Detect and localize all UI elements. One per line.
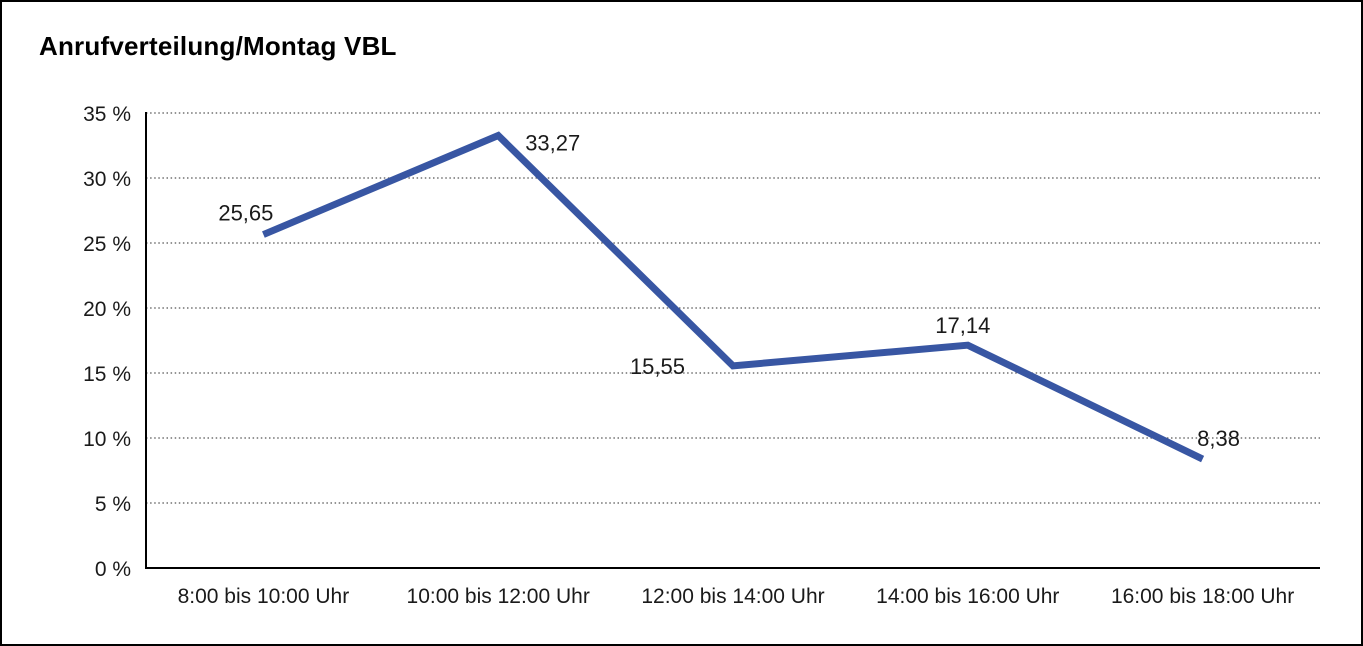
data-label-1: 33,27 xyxy=(525,130,580,155)
x-tick-label-1: 10:00 bis 12:00 Uhr xyxy=(407,585,590,608)
x-tick-label-0: 8:00 bis 10:00 Uhr xyxy=(178,585,350,608)
data-label-0: 25,65 xyxy=(218,201,273,226)
data-label-4: 8,38 xyxy=(1197,426,1240,451)
y-tick-label-35: 35 % xyxy=(83,103,131,126)
y-tick-label-10: 10 % xyxy=(83,428,131,451)
x-tick-label-3: 14:00 bis 16:00 Uhr xyxy=(876,585,1059,608)
data-label-2: 15,55 xyxy=(630,354,685,379)
y-tick-label-25: 25 % xyxy=(83,233,131,256)
y-tick-label-5: 5 % xyxy=(95,493,131,516)
x-tick-label-2: 12:00 bis 14:00 Uhr xyxy=(641,585,824,608)
y-tick-label-30: 30 % xyxy=(83,168,131,191)
y-tick-label-20: 20 % xyxy=(83,298,131,321)
x-tick-label-4: 16:00 bis 18:00 Uhr xyxy=(1111,585,1294,608)
data-line xyxy=(262,131,1205,463)
y-tick-label-15: 15 % xyxy=(83,363,131,386)
chart-title: Anrufverteilung/Montag VBL xyxy=(39,31,397,61)
y-tick-label-0: 0 % xyxy=(95,558,131,581)
data-label-3: 17,14 xyxy=(935,313,990,338)
